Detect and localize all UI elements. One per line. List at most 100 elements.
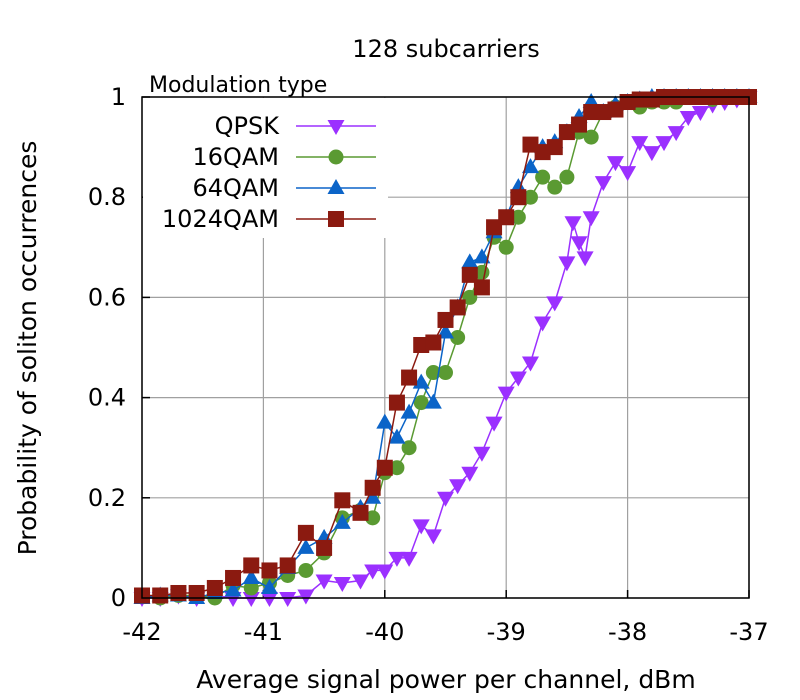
data-point — [473, 446, 491, 462]
x-tick-label: -42 — [122, 618, 161, 646]
data-point — [485, 416, 503, 432]
data-point — [691, 106, 709, 122]
data-point — [450, 329, 466, 345]
data-point — [365, 510, 381, 526]
data-point — [388, 551, 406, 567]
data-point — [619, 166, 637, 182]
data-point — [667, 126, 685, 142]
data-point — [364, 564, 382, 580]
data-point — [388, 394, 405, 411]
legend-marker — [327, 179, 345, 194]
data-point — [558, 124, 575, 141]
data-point — [424, 393, 442, 409]
data-point — [437, 491, 454, 507]
data-point — [401, 440, 417, 456]
data-point — [571, 116, 588, 133]
data-point — [376, 564, 394, 580]
data-point — [547, 179, 563, 195]
data-point — [497, 386, 515, 402]
legend-marker — [328, 211, 344, 227]
data-point — [509, 371, 527, 387]
data-point — [631, 91, 648, 108]
data-point — [461, 466, 479, 482]
legend-label: 64QAM — [192, 174, 279, 202]
data-point — [583, 129, 599, 145]
data-point — [449, 299, 466, 316]
data-point — [522, 189, 538, 205]
data-point — [388, 428, 406, 444]
data-point — [206, 579, 223, 596]
data-point — [170, 584, 187, 601]
data-point — [333, 576, 351, 592]
data-point — [424, 529, 442, 545]
data-point — [412, 519, 430, 535]
data-point — [619, 94, 636, 111]
data-point — [461, 253, 479, 269]
data-point — [576, 251, 594, 267]
data-point — [546, 139, 563, 156]
y-tick-label: 0.6 — [88, 283, 126, 311]
x-tick-label: -39 — [487, 618, 526, 646]
data-point — [279, 592, 297, 607]
data-point — [679, 111, 697, 127]
data-point — [564, 216, 582, 232]
data-point — [261, 562, 278, 579]
data-point — [298, 562, 314, 578]
data-point — [243, 580, 259, 596]
data-point — [413, 336, 430, 353]
data-point — [595, 104, 612, 121]
data-point — [376, 459, 393, 476]
data-point — [582, 211, 600, 227]
data-point — [510, 209, 526, 225]
data-point — [297, 538, 315, 554]
data-point — [364, 479, 381, 496]
data-point — [498, 209, 515, 226]
y-tick-label: 0.2 — [88, 484, 126, 512]
data-point — [243, 557, 260, 574]
chart-title: 128 subcarriers — [352, 35, 539, 63]
data-point — [413, 395, 429, 411]
data-point — [606, 156, 624, 172]
data-point — [473, 279, 490, 296]
data-point — [437, 311, 454, 328]
legend-label: 1024QAM — [162, 205, 279, 233]
data-point — [376, 413, 394, 429]
legend-marker — [327, 120, 345, 135]
data-point — [522, 136, 539, 153]
data-point — [534, 316, 552, 332]
data-point — [188, 584, 205, 601]
data-point — [425, 365, 441, 381]
data-point — [400, 403, 418, 419]
data-point — [473, 248, 491, 264]
data-point — [583, 104, 600, 121]
data-point — [352, 574, 370, 590]
data-point — [461, 266, 478, 283]
data-point — [607, 101, 624, 118]
data-point — [546, 296, 564, 312]
x-tick-label: -38 — [608, 618, 647, 646]
data-point — [316, 539, 333, 556]
data-point — [643, 91, 660, 108]
data-point — [462, 289, 478, 305]
data-point — [297, 524, 314, 541]
data-point — [260, 578, 278, 594]
legend: Modulation type QPSK 16QAM 64QAM 1024QAM — [143, 73, 388, 238]
data-point — [401, 369, 418, 386]
data-point — [449, 479, 467, 495]
data-point — [521, 356, 539, 372]
y-tick-label: 0.8 — [88, 183, 126, 211]
data-point — [389, 460, 405, 476]
y-axis-title: Probability of soliton occurrences — [13, 141, 42, 556]
data-point — [570, 236, 588, 252]
data-point — [438, 365, 453, 381]
data-point — [400, 551, 418, 567]
data-point — [352, 504, 369, 521]
data-point — [558, 256, 576, 272]
x-tick-label: -40 — [365, 618, 404, 646]
data-point — [594, 176, 612, 192]
data-point — [297, 589, 315, 605]
legend-label: 16QAM — [192, 143, 279, 171]
data-point — [279, 557, 296, 574]
